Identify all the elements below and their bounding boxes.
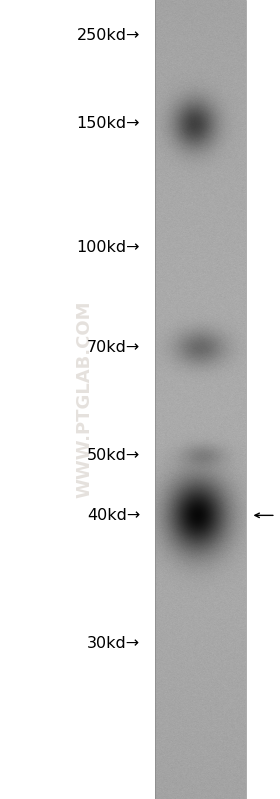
Text: WWW.PTGLAB.COM: WWW.PTGLAB.COM xyxy=(75,300,93,499)
Text: 30kd→: 30kd→ xyxy=(87,636,140,650)
Text: 150kd→: 150kd→ xyxy=(76,117,140,131)
Text: 70kd→: 70kd→ xyxy=(87,340,140,355)
Text: 100kd→: 100kd→ xyxy=(76,240,140,255)
Text: 50kd→: 50kd→ xyxy=(87,448,140,463)
Text: 250kd→: 250kd→ xyxy=(77,29,140,43)
Text: 40kd→: 40kd→ xyxy=(87,508,140,523)
